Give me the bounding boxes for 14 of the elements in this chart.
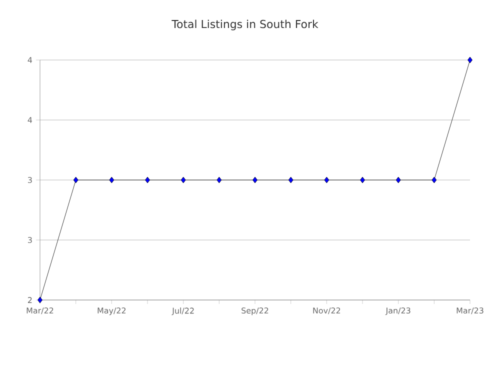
point	[432, 176, 437, 184]
chart-title: Total Listings in South Fork	[172, 20, 318, 30]
point	[73, 176, 78, 184]
point	[360, 176, 365, 184]
point	[396, 176, 401, 184]
point	[216, 176, 222, 184]
point	[109, 176, 114, 184]
point	[180, 176, 186, 184]
point	[252, 176, 258, 184]
point	[288, 176, 294, 184]
point	[324, 176, 330, 184]
point	[468, 56, 472, 64]
point	[145, 176, 150, 184]
point	[38, 296, 42, 304]
